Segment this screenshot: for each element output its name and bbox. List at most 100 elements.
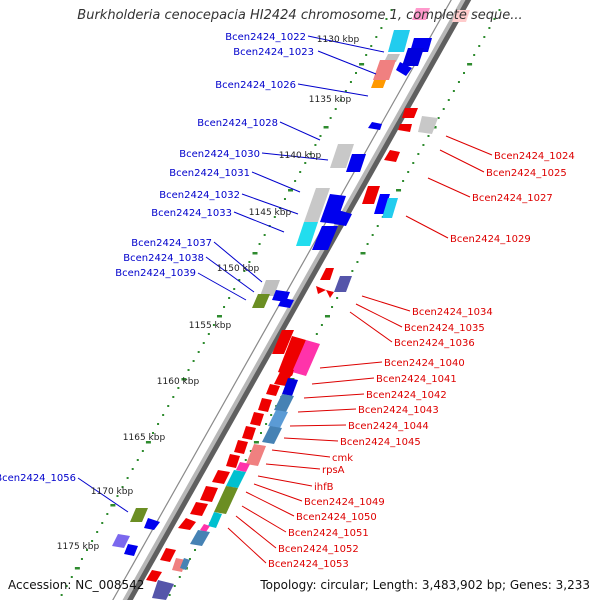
feature-arrow	[272, 330, 294, 354]
left-gene-label: Bcen2424_1023	[233, 47, 314, 58]
tick-dot	[177, 387, 180, 389]
tick-dot	[167, 405, 170, 407]
scale-label: 1145 kbp	[249, 208, 292, 218]
tick-dot	[110, 504, 116, 507]
right-gene-label: Bcen2424_1042	[366, 390, 447, 401]
left-gene-labels: Bcen2424_1022 Bcen2424_1023 Bcen2424_1026 B…	[0, 32, 314, 484]
tick-dot	[344, 90, 347, 92]
tick-dot	[228, 297, 231, 299]
tick-dot	[319, 135, 322, 137]
right-gene-label: Bcen2424_1036	[394, 338, 475, 349]
tick-dot	[360, 252, 366, 255]
tick-dot	[329, 117, 332, 119]
feature-rect	[190, 530, 210, 546]
tick-dot	[437, 117, 440, 119]
right-gene-label: Bcen2424_1043	[358, 405, 439, 416]
tick-dot	[265, 423, 268, 425]
feature-arrow	[278, 336, 306, 376]
tick-dot	[91, 540, 94, 542]
tick-dot	[402, 180, 405, 182]
feature-arrow	[278, 298, 294, 308]
feature-rect	[130, 508, 148, 522]
tick-dot	[351, 270, 354, 272]
feature-rect	[374, 194, 390, 214]
feature-arrow	[398, 124, 412, 132]
feature-rect	[152, 580, 174, 600]
feature-arrow	[250, 412, 264, 426]
feature-arrow	[316, 286, 326, 294]
left-gene-label: Bcen2424_1039	[115, 268, 196, 279]
tick-dot	[141, 450, 144, 452]
tick-dot	[349, 81, 352, 83]
tick-dot	[478, 45, 481, 47]
feature-arrow	[160, 548, 176, 562]
tick-dot	[192, 360, 195, 362]
feature-arrow	[384, 150, 400, 162]
tick-dot	[248, 261, 251, 263]
feature-rect	[200, 524, 210, 532]
tick-dot	[390, 9, 393, 11]
feature-arrow	[320, 194, 346, 224]
tick-dot	[216, 315, 222, 318]
feature-arrow	[334, 210, 352, 226]
tick-dot	[315, 333, 318, 335]
tick-dot	[223, 306, 226, 308]
tick-dot	[336, 297, 339, 299]
tick-dot	[178, 576, 181, 578]
right-gene-label: Bcen2424_1051	[288, 528, 369, 539]
right-gene-label: cmk	[332, 453, 353, 464]
tick-dot	[168, 594, 171, 596]
right-gene-label: Bcen2424_1053	[268, 559, 349, 570]
tick-dot	[323, 126, 329, 129]
feature-rect	[412, 8, 430, 20]
feature-rect	[274, 394, 294, 412]
tick-dot	[65, 585, 68, 587]
tick-dot	[371, 234, 374, 236]
feature-rect	[252, 294, 270, 308]
left-gene-label: Bcen2424_1022	[225, 32, 306, 43]
tick-dot	[263, 234, 266, 236]
feature-rect	[268, 410, 288, 428]
tick-dot	[309, 153, 312, 155]
left-gene-label: Bcen2424_1033	[151, 208, 232, 219]
tick-dot	[162, 414, 165, 416]
feature-arrow	[234, 440, 248, 454]
scale-label: 1175 kbp	[57, 542, 100, 552]
tick-dot	[131, 468, 134, 470]
tick-dot	[244, 459, 247, 461]
feature-rect	[262, 426, 282, 444]
tick-dot	[498, 9, 501, 11]
tick-dot	[116, 495, 119, 497]
tick-dot	[493, 18, 496, 20]
tick-dot	[463, 72, 466, 74]
tick-dot	[233, 288, 236, 290]
tick-dot	[304, 162, 307, 164]
tick-dot	[370, 45, 373, 47]
right-gene-label: Bcen2424_1041	[376, 374, 457, 385]
tick-dot	[427, 135, 430, 137]
scale-label: 1155 kbp	[189, 321, 232, 331]
tick-dot	[396, 189, 402, 192]
feature-arrow	[190, 502, 208, 516]
feature-rect	[296, 222, 318, 246]
feature-rect	[180, 558, 190, 570]
feature-rect	[292, 340, 320, 376]
tick-dot	[366, 243, 369, 245]
tick-dot	[249, 450, 252, 452]
scale-label: 1130 kbp	[317, 35, 360, 45]
feature-rect	[418, 116, 438, 134]
feature-arrow	[402, 108, 418, 118]
tick-dot	[447, 99, 450, 101]
left-gene-label: Bcen2424_1032	[159, 190, 240, 201]
right-gene-label: ihfB	[314, 482, 334, 493]
feature-rect	[371, 80, 386, 88]
tick-dot	[238, 279, 241, 281]
tick-dot	[422, 144, 425, 146]
right-gene-label: Bcen2424_1050	[296, 512, 377, 523]
tick-dot	[467, 63, 473, 66]
feature-arrow	[320, 268, 334, 280]
tick-dot	[86, 549, 89, 551]
feature-rect	[304, 188, 330, 222]
feature-rect	[382, 198, 398, 218]
feature-arrow	[368, 122, 382, 130]
